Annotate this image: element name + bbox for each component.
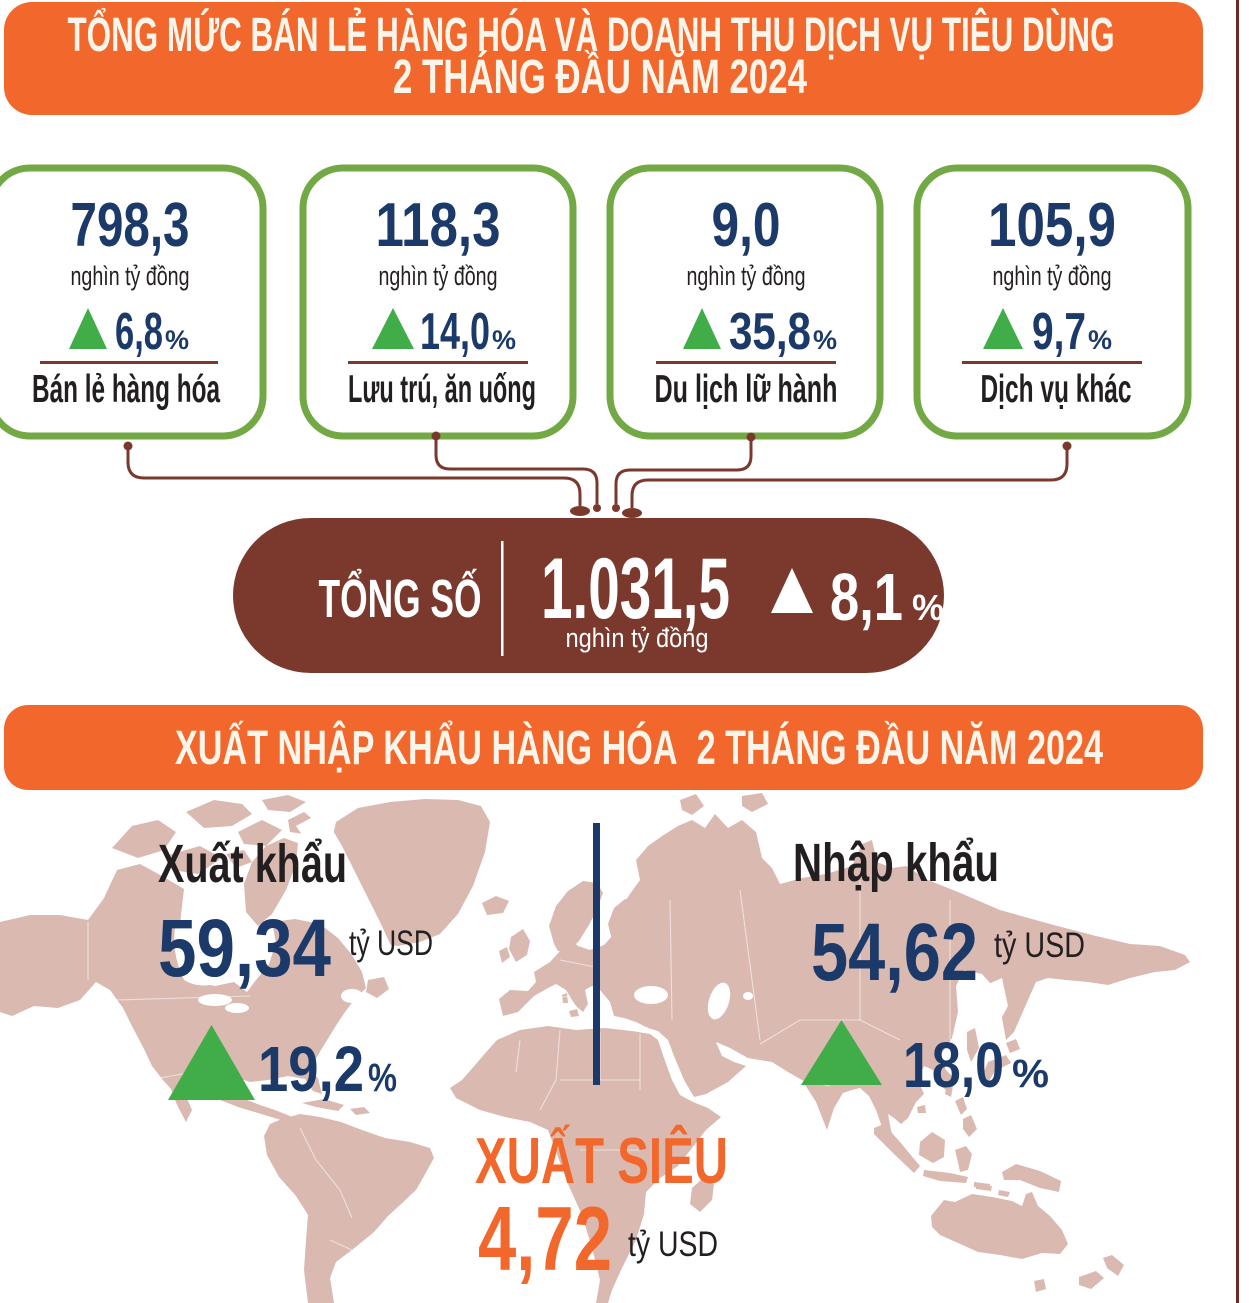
svg-text:8,1: 8,1 — [830, 560, 903, 635]
svg-text:9,0: 9,0 — [712, 191, 781, 260]
svg-text:19,2: 19,2 — [258, 1033, 364, 1105]
svg-text:%: % — [492, 325, 516, 355]
svg-text:Bán lẻ hàng hóa: Bán lẻ hàng hóa — [32, 368, 220, 411]
svg-text:59,34: 59,34 — [158, 903, 331, 994]
svg-text:%: % — [368, 1056, 397, 1100]
svg-text:TỔNG MỨC BÁN LẺ HÀNG HÓA VÀ DO: TỔNG MỨC BÁN LẺ HÀNG HÓA VÀ DOANH THU DỊ… — [68, 7, 1115, 62]
svg-text:%: % — [1088, 325, 1112, 355]
svg-text:XUẤT SIÊU: XUẤT SIÊU — [475, 1124, 728, 1197]
svg-text:2 THÁNG ĐẦU NĂM 2024: 2 THÁNG ĐẦU NĂM 2024 — [393, 50, 807, 104]
svg-text:nghìn tỷ đồng: nghìn tỷ đồng — [566, 623, 709, 653]
svg-text:4,72: 4,72 — [478, 1189, 612, 1290]
svg-text:Lưu trú, ăn uống: Lưu trú, ăn uống — [348, 368, 536, 411]
svg-text:XUẤT NHẬP KHẨU HÀNG HÓA 2 THÁ: XUẤT NHẬP KHẨU HÀNG HÓA 2 THÁNG ĐẦU NĂM … — [175, 720, 1103, 775]
svg-text:Nhập khẩu: Nhập khẩu — [793, 833, 999, 893]
svg-text:%: % — [165, 325, 189, 355]
svg-text:18,0: 18,0 — [903, 1029, 1004, 1101]
svg-text:Dịch vụ khác: Dịch vụ khác — [981, 368, 1132, 411]
svg-text:35,8: 35,8 — [729, 303, 811, 361]
svg-text:14,0: 14,0 — [420, 303, 490, 361]
svg-text:6,8: 6,8 — [115, 303, 163, 361]
svg-text:54,62: 54,62 — [811, 907, 978, 998]
svg-text:%: % — [1012, 1052, 1049, 1096]
svg-text:798,3: 798,3 — [71, 191, 190, 260]
svg-text:nghìn tỷ đồng: nghìn tỷ đồng — [379, 261, 498, 291]
svg-text:nghìn tỷ đồng: nghìn tỷ đồng — [71, 261, 190, 291]
svg-text:nghìn tỷ đồng: nghìn tỷ đồng — [993, 261, 1112, 291]
svg-text:TỔNG SỐ: TỔNG SỐ — [319, 569, 482, 629]
svg-text:tỷ USD: tỷ USD — [628, 1225, 718, 1264]
svg-text:105,9: 105,9 — [988, 191, 1116, 260]
svg-text:Du lịch lữ hành: Du lịch lữ hành — [655, 368, 838, 411]
svg-text:tỷ USD: tỷ USD — [349, 924, 433, 963]
svg-text:tỷ USD: tỷ USD — [994, 926, 1085, 965]
svg-text:118,3: 118,3 — [376, 191, 501, 260]
svg-text:Xuất khẩu: Xuất khẩu — [158, 834, 347, 894]
svg-text:1.031,5: 1.031,5 — [541, 541, 730, 637]
svg-text:nghìn tỷ đồng: nghìn tỷ đồng — [687, 261, 806, 291]
svg-text:%: % — [813, 325, 837, 355]
svg-text:9,7: 9,7 — [1032, 303, 1086, 361]
svg-text:%: % — [912, 587, 944, 628]
